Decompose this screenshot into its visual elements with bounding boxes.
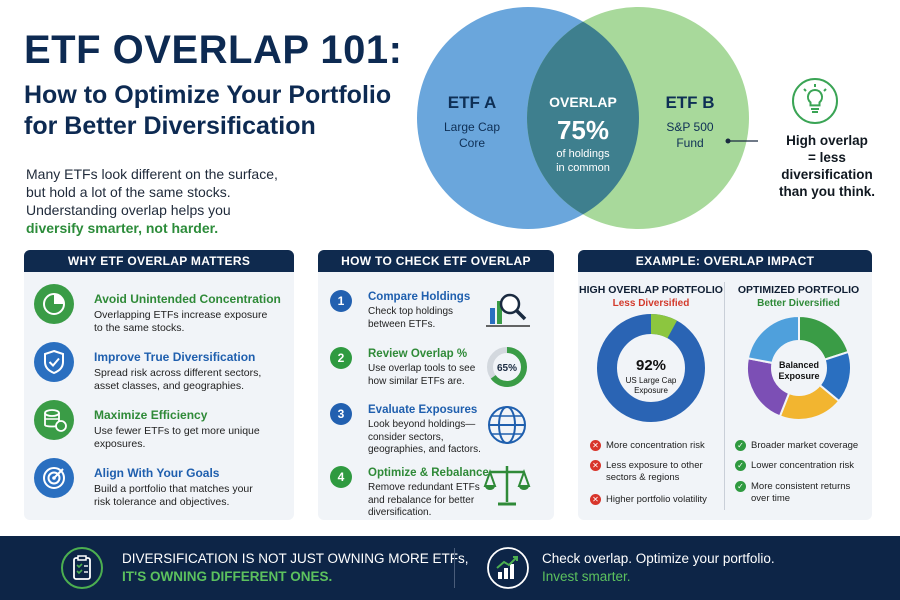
venn-left-line1: Large Cap	[444, 120, 500, 134]
example-panel: EXAMPLE: OVERLAP IMPACT HIGH OVERLAP POR…	[578, 250, 872, 520]
intro-line-2: but hold a lot of the same stocks.	[26, 184, 231, 200]
intro-highlight: diversify smarter, not harder.	[26, 220, 219, 236]
footer-banner: DIVERSIFICATION IS NOT JUST OWNING MORE …	[0, 536, 900, 600]
coins-icon	[34, 400, 74, 440]
venn-right-line2: Fund	[676, 136, 703, 150]
venn-left-line2: Core	[459, 136, 485, 150]
optimized-bullet-2: Lower concentration risk	[751, 460, 854, 471]
check-icon: ✓	[735, 460, 746, 471]
step-title: Evaluate Exposures	[368, 404, 478, 416]
why-panel-heading: WHY ETF OVERLAP MATTERS	[24, 250, 294, 272]
high-overlap-center-value: 92%	[636, 357, 666, 374]
venn-diagram: ETF A Large Cap Core OVERLAP 75% of hold…	[417, 7, 758, 229]
footer-right-line1: Check overlap. Optimize your portfolio.	[542, 551, 775, 566]
high-overlap-title: HIGH OVERLAP PORTFOLIO	[579, 284, 723, 296]
why-item-title: Improve True Diversification	[94, 350, 256, 364]
why-panel: WHY ETF OVERLAP MATTERS Avoid Unintended…	[24, 250, 294, 520]
optimized-center-line1: Balanced	[779, 360, 819, 370]
optimized-bullet-1: Broader market coverage	[751, 440, 859, 451]
why-item-desc: Build a portfolio that matches your risk …	[94, 483, 253, 508]
page-subtitle: How to Optimize Your Portfolio for Bette…	[24, 80, 424, 142]
subtitle-line-2: for Better Diversification	[24, 112, 316, 140]
high-overlap-subtitle: Less Diversified	[612, 298, 690, 309]
why-item-desc: Overlapping ETFs increase exposure to the…	[94, 309, 268, 334]
high-bullet-1: More concentration risk	[606, 440, 705, 451]
step-desc: Check top holdings between ETFs.	[368, 306, 454, 330]
high-bullet-3: Higher portfolio volatility	[606, 494, 707, 505]
optimized-donut: Balanced Exposure	[746, 314, 852, 421]
high-overlap-center-line2: Exposure	[634, 386, 668, 395]
high-overlap-donut: 92% US Large Cap Exposure	[597, 314, 705, 422]
venn-right-line1: S&P 500	[666, 120, 713, 134]
intro-line-1: Many ETFs look different on the surface,	[26, 166, 278, 182]
venn-left-title: ETF A	[448, 93, 496, 112]
optimized-title: OPTIMIZED PORTFOLIO	[737, 284, 860, 296]
intro-line-3: Understanding overlap helps you	[26, 202, 231, 218]
scales-icon	[483, 466, 531, 506]
target-icon	[34, 458, 74, 498]
optimized-donut-hole	[771, 340, 827, 396]
how-panel-heading: HOW TO CHECK ETF OVERLAP	[318, 250, 554, 272]
footer-right-line2: Invest smarter.	[542, 569, 631, 584]
optimized-bullet-3: More consistent returns over time	[751, 481, 851, 504]
why-item-desc: Spread risk across different sectors, ass…	[94, 367, 262, 392]
page-title: ETF OVERLAP 101:	[24, 28, 403, 72]
venn-overlap-line2: in common	[556, 162, 610, 174]
step-title: Optimize & Rebalance	[368, 467, 489, 479]
donut-label: 65%	[497, 363, 517, 374]
x-icon: ✕	[590, 494, 601, 505]
venn-overlap-title: OVERLAP	[549, 94, 617, 110]
why-item-desc: Use fewer ETFs to get more unique exposur…	[94, 425, 260, 450]
why-item-title: Align With Your Goals	[94, 466, 220, 480]
check-icon: ✓	[735, 481, 746, 492]
shield-check-icon	[34, 342, 74, 382]
high-bullet-2: Less exposure to other sectors & regions	[606, 460, 703, 483]
step-number: 1	[330, 290, 352, 312]
clipboard-check-icon	[61, 547, 103, 589]
insight-line-1: High overlap	[786, 133, 868, 148]
venn-right-title: ETF B	[665, 93, 714, 112]
optimized-subtitle: Better Diversified	[757, 298, 840, 309]
x-icon: ✕	[590, 460, 601, 471]
venn-overlap-line1: of holdings	[556, 148, 610, 160]
step-desc: Use overlap tools to see how similar ETFs…	[368, 363, 476, 387]
insight-line-4: than you think.	[779, 184, 875, 199]
magnifier-chart-icon	[486, 293, 530, 327]
footer-left-line1: DIVERSIFICATION IS NOT JUST OWNING MORE …	[122, 551, 469, 566]
step-title: Review Overlap %	[368, 348, 468, 360]
high-overlap-center-line1: US Large Cap	[626, 376, 677, 385]
why-item-title: Avoid Unintended Concentration	[94, 292, 281, 306]
step-number: 4	[330, 466, 352, 488]
footer-divider	[454, 548, 455, 588]
step-desc: Remove redundant ETFs and rebalance for b…	[368, 482, 480, 518]
insight-text: High overlap = less diversification than…	[762, 132, 892, 200]
how-panel: HOW TO CHECK ETF OVERLAP 1 Compare Holdi…	[318, 250, 554, 520]
why-item-title: Maximize Efficiency	[94, 408, 208, 422]
step-title: Compare Holdings	[368, 291, 471, 303]
footer-left-line2: IT'S OWNING DIFFERENT ONES.	[122, 569, 333, 584]
pie-chart-icon	[34, 284, 74, 324]
high-overlap-slice-other	[597, 314, 705, 422]
step-number: 3	[330, 403, 352, 425]
growth-chart-icon	[487, 547, 529, 589]
insight-line-2: = less	[808, 150, 846, 165]
step-number: 2	[330, 347, 352, 369]
venn-connector-dot	[725, 138, 731, 144]
subtitle-line-1: How to Optimize Your Portfolio	[24, 81, 392, 109]
donut-65-icon: 65%	[487, 347, 527, 387]
venn-overlap-region	[527, 7, 639, 229]
column-divider	[724, 282, 725, 510]
example-panel-heading: EXAMPLE: OVERLAP IMPACT	[578, 250, 872, 272]
x-icon: ✕	[590, 440, 601, 451]
optimized-center-line2: Exposure	[778, 371, 819, 381]
insight-line-3: diversification	[781, 167, 873, 182]
lightbulb-icon	[792, 78, 838, 124]
intro-text: Many ETFs look different on the surface,…	[26, 165, 296, 237]
check-icon: ✓	[735, 440, 746, 451]
venn-overlap-value: 75%	[557, 115, 609, 145]
globe-icon	[488, 406, 526, 444]
step-desc: Look beyond holdings— consider sectors, ge…	[368, 419, 481, 455]
